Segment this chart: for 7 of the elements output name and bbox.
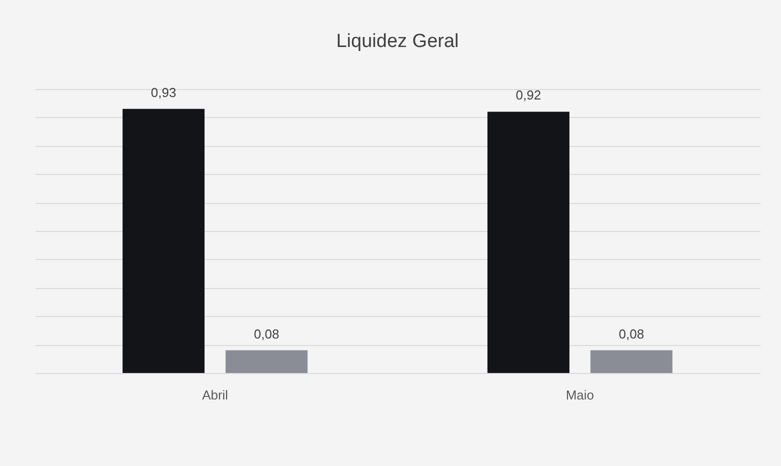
data-label: 0,08 — [254, 326, 280, 342]
chart-title: Liquidez Geral — [336, 30, 459, 52]
x-tick-label: Maio — [566, 388, 594, 402]
data-label: 0,93 — [150, 84, 176, 100]
data-label: 0,92 — [516, 88, 542, 103]
data-label: 0,08 — [618, 326, 644, 342]
x-tick-label: Abril — [202, 388, 228, 402]
